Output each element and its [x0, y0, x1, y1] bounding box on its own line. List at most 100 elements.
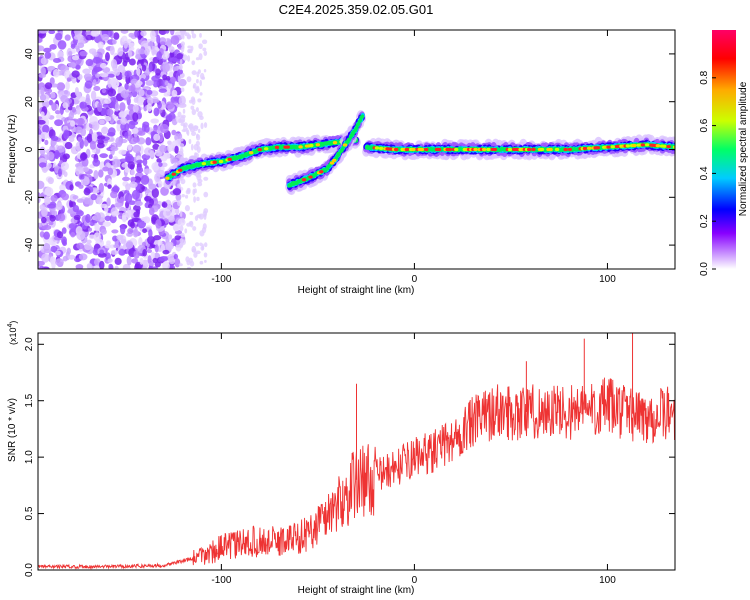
heatmap-noise-cell [148, 63, 153, 73]
heatmap-noise-cell [179, 210, 183, 218]
colorbar-tick-label: 0.2 [699, 214, 710, 228]
heatmap-noise-cell [54, 110, 61, 115]
heatmap-noise-cell [49, 77, 55, 86]
heatmap-noise-cell [192, 125, 199, 132]
heatmap-noise-cell [109, 96, 117, 104]
heatmap-noise-cell [39, 94, 47, 101]
heatmap-peak-cell [587, 146, 592, 150]
heatmap-noise-cell [104, 205, 109, 213]
heatmap-noise-cell [92, 121, 100, 131]
heatmap-noise-cell [168, 257, 176, 265]
heatmap-noise-cell [112, 158, 120, 168]
heatmap-noise-cell [180, 232, 185, 238]
heatmap-peak-cell [178, 168, 183, 172]
heatmap-noise-cell [42, 47, 52, 53]
heatmap-noise-cell [107, 167, 114, 176]
heatmap-noise-cell [167, 140, 172, 145]
heatmap-noise-cell [76, 107, 81, 115]
heatmap-noise-cell [203, 69, 207, 73]
heatmap-noise-cell [151, 162, 160, 171]
heatmap-noise-cell [141, 123, 147, 132]
heatmap-noise-cell [51, 102, 57, 112]
heatmap-noise-cell [127, 49, 133, 58]
heatmap-noise-cell [136, 68, 141, 76]
heatmap-peak-cell [165, 176, 170, 180]
heatmap-noise-cell [71, 106, 77, 113]
heatmap-noise-cell [89, 220, 95, 227]
heatmap-noise-cell [129, 163, 135, 171]
heatmap-noise-cell [110, 146, 119, 152]
spectrogram-x-tick-label: -100 [211, 274, 231, 285]
heatmap-noise-cell [203, 242, 208, 248]
heatmap-noise-cell [93, 169, 99, 180]
heatmap-noise-cell [113, 32, 120, 40]
heatmap-noise-cell [106, 197, 111, 207]
heatmap-noise-cell [66, 77, 72, 82]
heatmap-noise-cell [64, 69, 71, 80]
heatmap-noise-cell [133, 97, 139, 103]
heatmap-noise-cell [203, 50, 208, 56]
heatmap-noise-cell [136, 127, 143, 136]
heatmap-noise-cell [75, 264, 84, 269]
heatmap-noise-cell [78, 253, 88, 261]
heatmap-noise-cell [50, 93, 56, 99]
heatmap-noise-cell [180, 45, 185, 53]
heatmap-noise-cell [108, 154, 113, 160]
heatmap-noise-cell [198, 43, 203, 50]
heatmap-noise-cell [184, 228, 188, 234]
heatmap-peak-cell [218, 159, 224, 164]
heatmap-noise-cell [74, 126, 83, 134]
heatmap-noise-cell [118, 249, 126, 256]
heatmap-noise-cell [176, 52, 184, 60]
heatmap-noise-cell [192, 226, 197, 231]
heatmap-noise-cell [165, 40, 173, 46]
heatmap-noise-cell [199, 242, 203, 247]
heatmap-noise-cell [167, 241, 174, 248]
heatmap-noise-cell [155, 219, 162, 229]
heatmap-noise-cell [158, 162, 163, 167]
heatmap-noise-cell [70, 43, 76, 49]
heatmap-noise-cell [107, 258, 113, 263]
heatmap-noise-cell [175, 208, 180, 215]
heatmap-noise-cell [55, 202, 63, 211]
heatmap-noise-cell [201, 39, 208, 45]
heatmap-noise-cell [162, 249, 170, 255]
heatmap-peak-cell [257, 147, 262, 152]
heatmap-noise-cell [162, 208, 172, 218]
spectrogram-y-tick-label: -20 [24, 190, 35, 205]
heatmap-noise-cell [132, 144, 142, 154]
heatmap-noise-cell [112, 39, 117, 45]
heatmap-noise-cell [38, 37, 43, 44]
heatmap-noise-cell [61, 227, 67, 234]
heatmap-noise-cell [102, 221, 111, 227]
heatmap-noise-cell [64, 117, 69, 126]
heatmap-peak-cell [655, 144, 661, 148]
heatmap-noise-cell [72, 204, 80, 213]
heatmap-noise-cell [66, 247, 72, 255]
heatmap-noise-cell [67, 62, 77, 68]
heatmap-noise-cell [44, 139, 49, 146]
heatmap-noise-cell [186, 55, 191, 62]
colorbar-gradient [712, 30, 736, 269]
heatmap-noise-cell [189, 211, 194, 216]
heatmap-noise-cell [195, 173, 201, 178]
heatmap-peak-cell [481, 147, 487, 152]
heatmap-noise-cell [170, 35, 180, 45]
heatmap-noise-cell [109, 77, 118, 86]
heatmap-noise-cell [137, 96, 145, 104]
heatmap-noise-cell [191, 30, 194, 35]
heatmap-noise-cell [148, 183, 157, 190]
heatmap-noise-cell [104, 244, 112, 249]
heatmap-noise-cell [192, 182, 197, 188]
heatmap-noise-cell [141, 64, 147, 72]
heatmap-noise-cell [140, 174, 150, 185]
heatmap-noise-cell [93, 265, 100, 269]
heatmap-noise-cell [116, 122, 122, 132]
heatmap-noise-cell [62, 153, 70, 160]
heatmap-noise-cell [155, 68, 161, 76]
heatmap-noise-cell [138, 237, 143, 247]
heatmap-noise-cell [156, 34, 161, 44]
heatmap-noise-cell [161, 201, 168, 208]
heatmap-noise-cell [111, 229, 119, 234]
